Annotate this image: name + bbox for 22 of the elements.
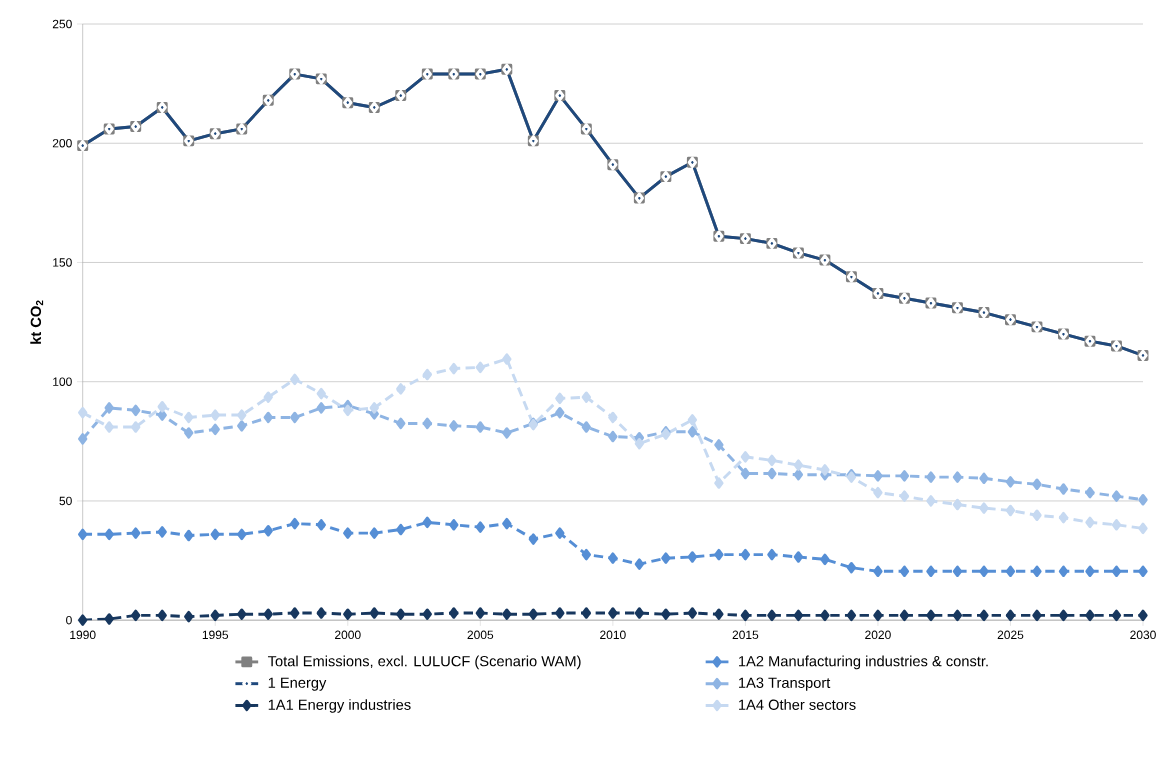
- y-tick-label: 0: [66, 616, 72, 625]
- x-tick-label: 2020: [865, 630, 891, 640]
- legend-label: 1A2 Manufacturing industries & constr.: [739, 655, 988, 670]
- x-tick-label: 2005: [467, 630, 494, 640]
- x-tick-label: 2030: [1130, 630, 1156, 640]
- y-tick-label: 250: [52, 19, 72, 29]
- x-tick-label: 2010: [600, 630, 626, 640]
- legend-label: 1A4 Other sectors: [739, 699, 856, 711]
- y-tick-label: 200: [52, 139, 72, 148]
- legend-label: 1A3 Transport: [739, 677, 831, 692]
- legend-label: 1 Energy: [268, 677, 327, 691]
- x-tick-label: 2000: [335, 630, 361, 640]
- y-tick-label: 50: [59, 496, 72, 506]
- x-tick-label: 2025: [997, 630, 1024, 640]
- y-tick-label: 100: [53, 377, 72, 387]
- y-tick-label: 150: [53, 258, 72, 267]
- x-tick-label: 2015: [732, 630, 759, 640]
- legend-label: 1A1 Energy industries: [268, 699, 411, 714]
- y-axis-title: kt CO$_{2}$: [30, 300, 44, 345]
- legend-label: Total Emissions, excl. LULUCF (Scenario WAM): [267, 655, 581, 670]
- x-tick-label: 1990: [70, 630, 96, 640]
- x-tick-label: 1995: [202, 630, 229, 640]
